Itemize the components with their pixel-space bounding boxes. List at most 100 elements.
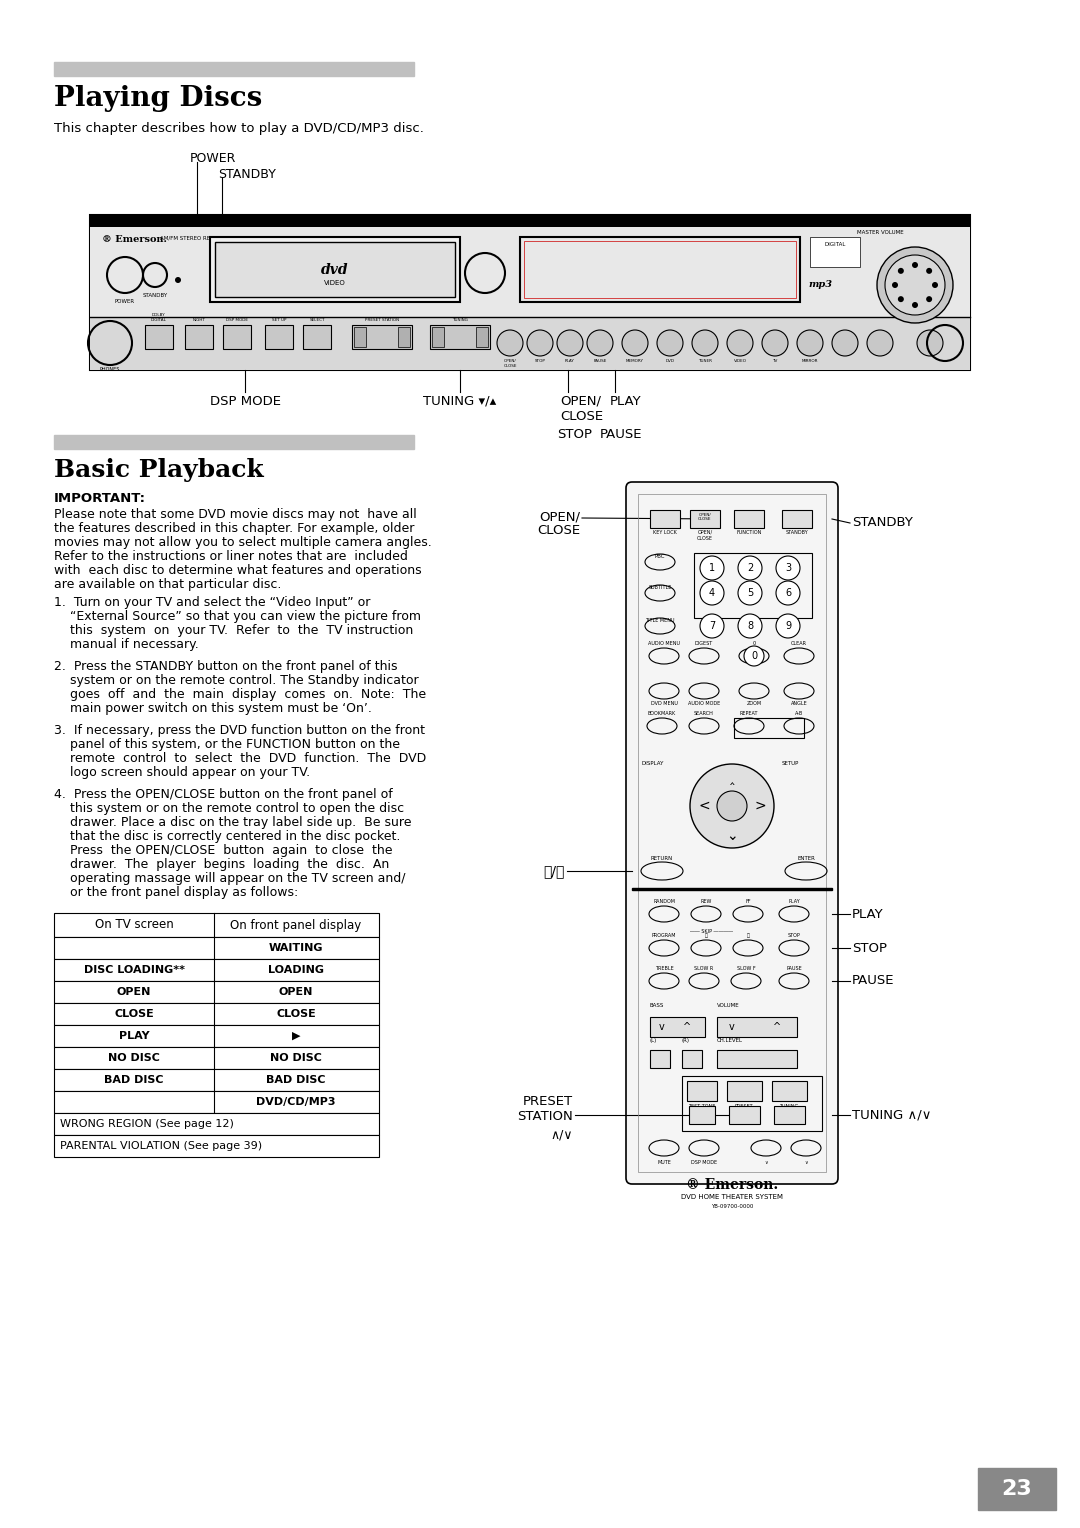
Text: CLOSE: CLOSE bbox=[561, 410, 603, 423]
Text: BASS: BASS bbox=[650, 1002, 664, 1008]
Text: 6: 6 bbox=[785, 588, 791, 597]
Text: or the front panel display as follows:: or the front panel display as follows: bbox=[54, 886, 298, 898]
Text: STATION: STATION bbox=[517, 1109, 573, 1123]
Text: DIGITAL: DIGITAL bbox=[824, 241, 846, 248]
Circle shape bbox=[175, 277, 181, 283]
Text: 1: 1 bbox=[708, 562, 715, 573]
Bar bbox=[54, 914, 379, 937]
Text: 0: 0 bbox=[753, 642, 756, 646]
Text: AM/FM STEREO RECEIVER/DVD/CD PLAYER AV101: AM/FM STEREO RECEIVER/DVD/CD PLAYER AV10… bbox=[160, 235, 295, 240]
Text: with  each disc to determine what features and operations: with each disc to determine what feature… bbox=[54, 564, 421, 578]
Text: are available on that particular disc.: are available on that particular disc. bbox=[54, 578, 282, 591]
Bar bbox=[90, 228, 970, 316]
Text: PLAY: PLAY bbox=[565, 359, 575, 364]
Text: MASTER VOLUME: MASTER VOLUME bbox=[856, 231, 903, 235]
Bar bbox=[650, 510, 680, 529]
Text: ―― SKIP ――――: ―― SKIP ―――― bbox=[690, 929, 733, 934]
Text: TEST TONE: TEST TONE bbox=[688, 1105, 716, 1109]
Text: FUNCTION: FUNCTION bbox=[737, 530, 761, 535]
Text: main power switch on this system must be ‘On’.: main power switch on this system must be… bbox=[54, 701, 372, 715]
Text: PLAY: PLAY bbox=[119, 1031, 149, 1041]
Text: SET UP: SET UP bbox=[272, 318, 286, 322]
Bar bbox=[90, 316, 970, 370]
Text: TREBLE: TREBLE bbox=[654, 966, 673, 970]
Text: DISC LOADING**: DISC LOADING** bbox=[83, 966, 185, 975]
Text: 2: 2 bbox=[747, 562, 753, 573]
Text: drawer.  The  player  begins  loading  the  disc.  An: drawer. The player begins loading the di… bbox=[54, 859, 389, 871]
Text: ∧/∨: ∧/∨ bbox=[551, 1128, 573, 1141]
Text: CLOSE: CLOSE bbox=[537, 524, 580, 536]
Text: TUNING: TUNING bbox=[780, 1105, 798, 1109]
Text: PRESET
STATION: PRESET STATION bbox=[733, 1105, 754, 1115]
Text: ANGLE: ANGLE bbox=[791, 701, 808, 706]
Text: PRESET: PRESET bbox=[523, 1096, 573, 1108]
Text: STANDBY: STANDBY bbox=[218, 168, 275, 180]
Text: DVD: DVD bbox=[665, 359, 675, 364]
Text: system or on the remote control. The Standby indicator: system or on the remote control. The Sta… bbox=[54, 674, 419, 688]
Text: OPEN/
CLOSE: OPEN/ CLOSE bbox=[503, 359, 516, 368]
Bar bbox=[687, 1080, 717, 1102]
Text: PLAY: PLAY bbox=[610, 396, 642, 408]
Circle shape bbox=[692, 330, 718, 356]
Bar bbox=[54, 1047, 379, 1070]
Circle shape bbox=[727, 330, 753, 356]
Text: v: v bbox=[729, 1022, 734, 1031]
Text: OPEN/: OPEN/ bbox=[561, 396, 600, 408]
Text: BAD DISC: BAD DISC bbox=[267, 1076, 326, 1085]
Text: ⏩: ⏩ bbox=[746, 934, 750, 938]
Bar bbox=[727, 1080, 762, 1102]
Text: the features described in this chapter. For example, older: the features described in this chapter. … bbox=[54, 523, 415, 535]
Text: MIRROR: MIRROR bbox=[801, 359, 819, 364]
Text: NO DISC: NO DISC bbox=[270, 1053, 322, 1063]
Bar bbox=[734, 510, 764, 529]
Bar bbox=[303, 325, 330, 348]
Text: DVD HOME THEATER SYSTEM: DVD HOME THEATER SYSTEM bbox=[681, 1193, 783, 1199]
Circle shape bbox=[927, 296, 932, 303]
Text: manual if necessary.: manual if necessary. bbox=[54, 639, 199, 651]
Text: STANDBY: STANDBY bbox=[785, 530, 808, 535]
Text: “External Source” so that you can view the picture from: “External Source” so that you can view t… bbox=[54, 610, 421, 623]
Text: ⌄: ⌄ bbox=[726, 830, 738, 843]
Bar bbox=[54, 1025, 379, 1047]
Circle shape bbox=[700, 556, 724, 581]
Bar bbox=[681, 1076, 822, 1131]
Bar bbox=[432, 327, 444, 347]
Text: STOP: STOP bbox=[852, 941, 887, 955]
Circle shape bbox=[777, 581, 800, 605]
Text: movies may not allow you to select multiple camera angles.: movies may not allow you to select multi… bbox=[54, 536, 432, 549]
Text: ‸: ‸ bbox=[730, 772, 734, 785]
Text: 23: 23 bbox=[1001, 1479, 1032, 1499]
Text: TUNER: TUNER bbox=[698, 359, 712, 364]
Circle shape bbox=[738, 556, 762, 581]
Text: KEY LOCK: KEY LOCK bbox=[653, 530, 677, 535]
Circle shape bbox=[932, 283, 939, 287]
Bar bbox=[476, 327, 488, 347]
Circle shape bbox=[832, 330, 858, 356]
Circle shape bbox=[877, 248, 953, 322]
Text: WAITING: WAITING bbox=[269, 943, 323, 953]
Text: ® Emerson.: ® Emerson. bbox=[686, 1178, 778, 1192]
Bar bbox=[54, 981, 379, 1002]
Bar bbox=[90, 215, 970, 370]
Text: PAUSE: PAUSE bbox=[600, 428, 643, 442]
Text: ⏪: ⏪ bbox=[704, 934, 707, 938]
Text: ZOOM: ZOOM bbox=[746, 701, 761, 706]
Bar bbox=[145, 325, 173, 348]
Bar bbox=[782, 510, 812, 529]
Text: CLEAR: CLEAR bbox=[791, 642, 807, 646]
Bar bbox=[772, 1080, 807, 1102]
Circle shape bbox=[588, 330, 613, 356]
Text: 0: 0 bbox=[751, 651, 757, 662]
Bar bbox=[978, 1468, 1056, 1510]
Text: OPEN: OPEN bbox=[279, 987, 313, 996]
Text: 9: 9 bbox=[785, 620, 791, 631]
Text: PLAY: PLAY bbox=[852, 908, 883, 920]
Text: BOOKMARK: BOOKMARK bbox=[648, 711, 676, 717]
Text: 7: 7 bbox=[708, 620, 715, 631]
Bar bbox=[681, 1050, 702, 1068]
Text: 1.  Turn on your TV and select the “Video Input” or: 1. Turn on your TV and select the “Video… bbox=[54, 596, 370, 610]
Circle shape bbox=[497, 330, 523, 356]
Bar bbox=[810, 237, 860, 267]
Text: WRONG REGION (See page 12): WRONG REGION (See page 12) bbox=[60, 1118, 234, 1129]
Bar bbox=[210, 237, 460, 303]
